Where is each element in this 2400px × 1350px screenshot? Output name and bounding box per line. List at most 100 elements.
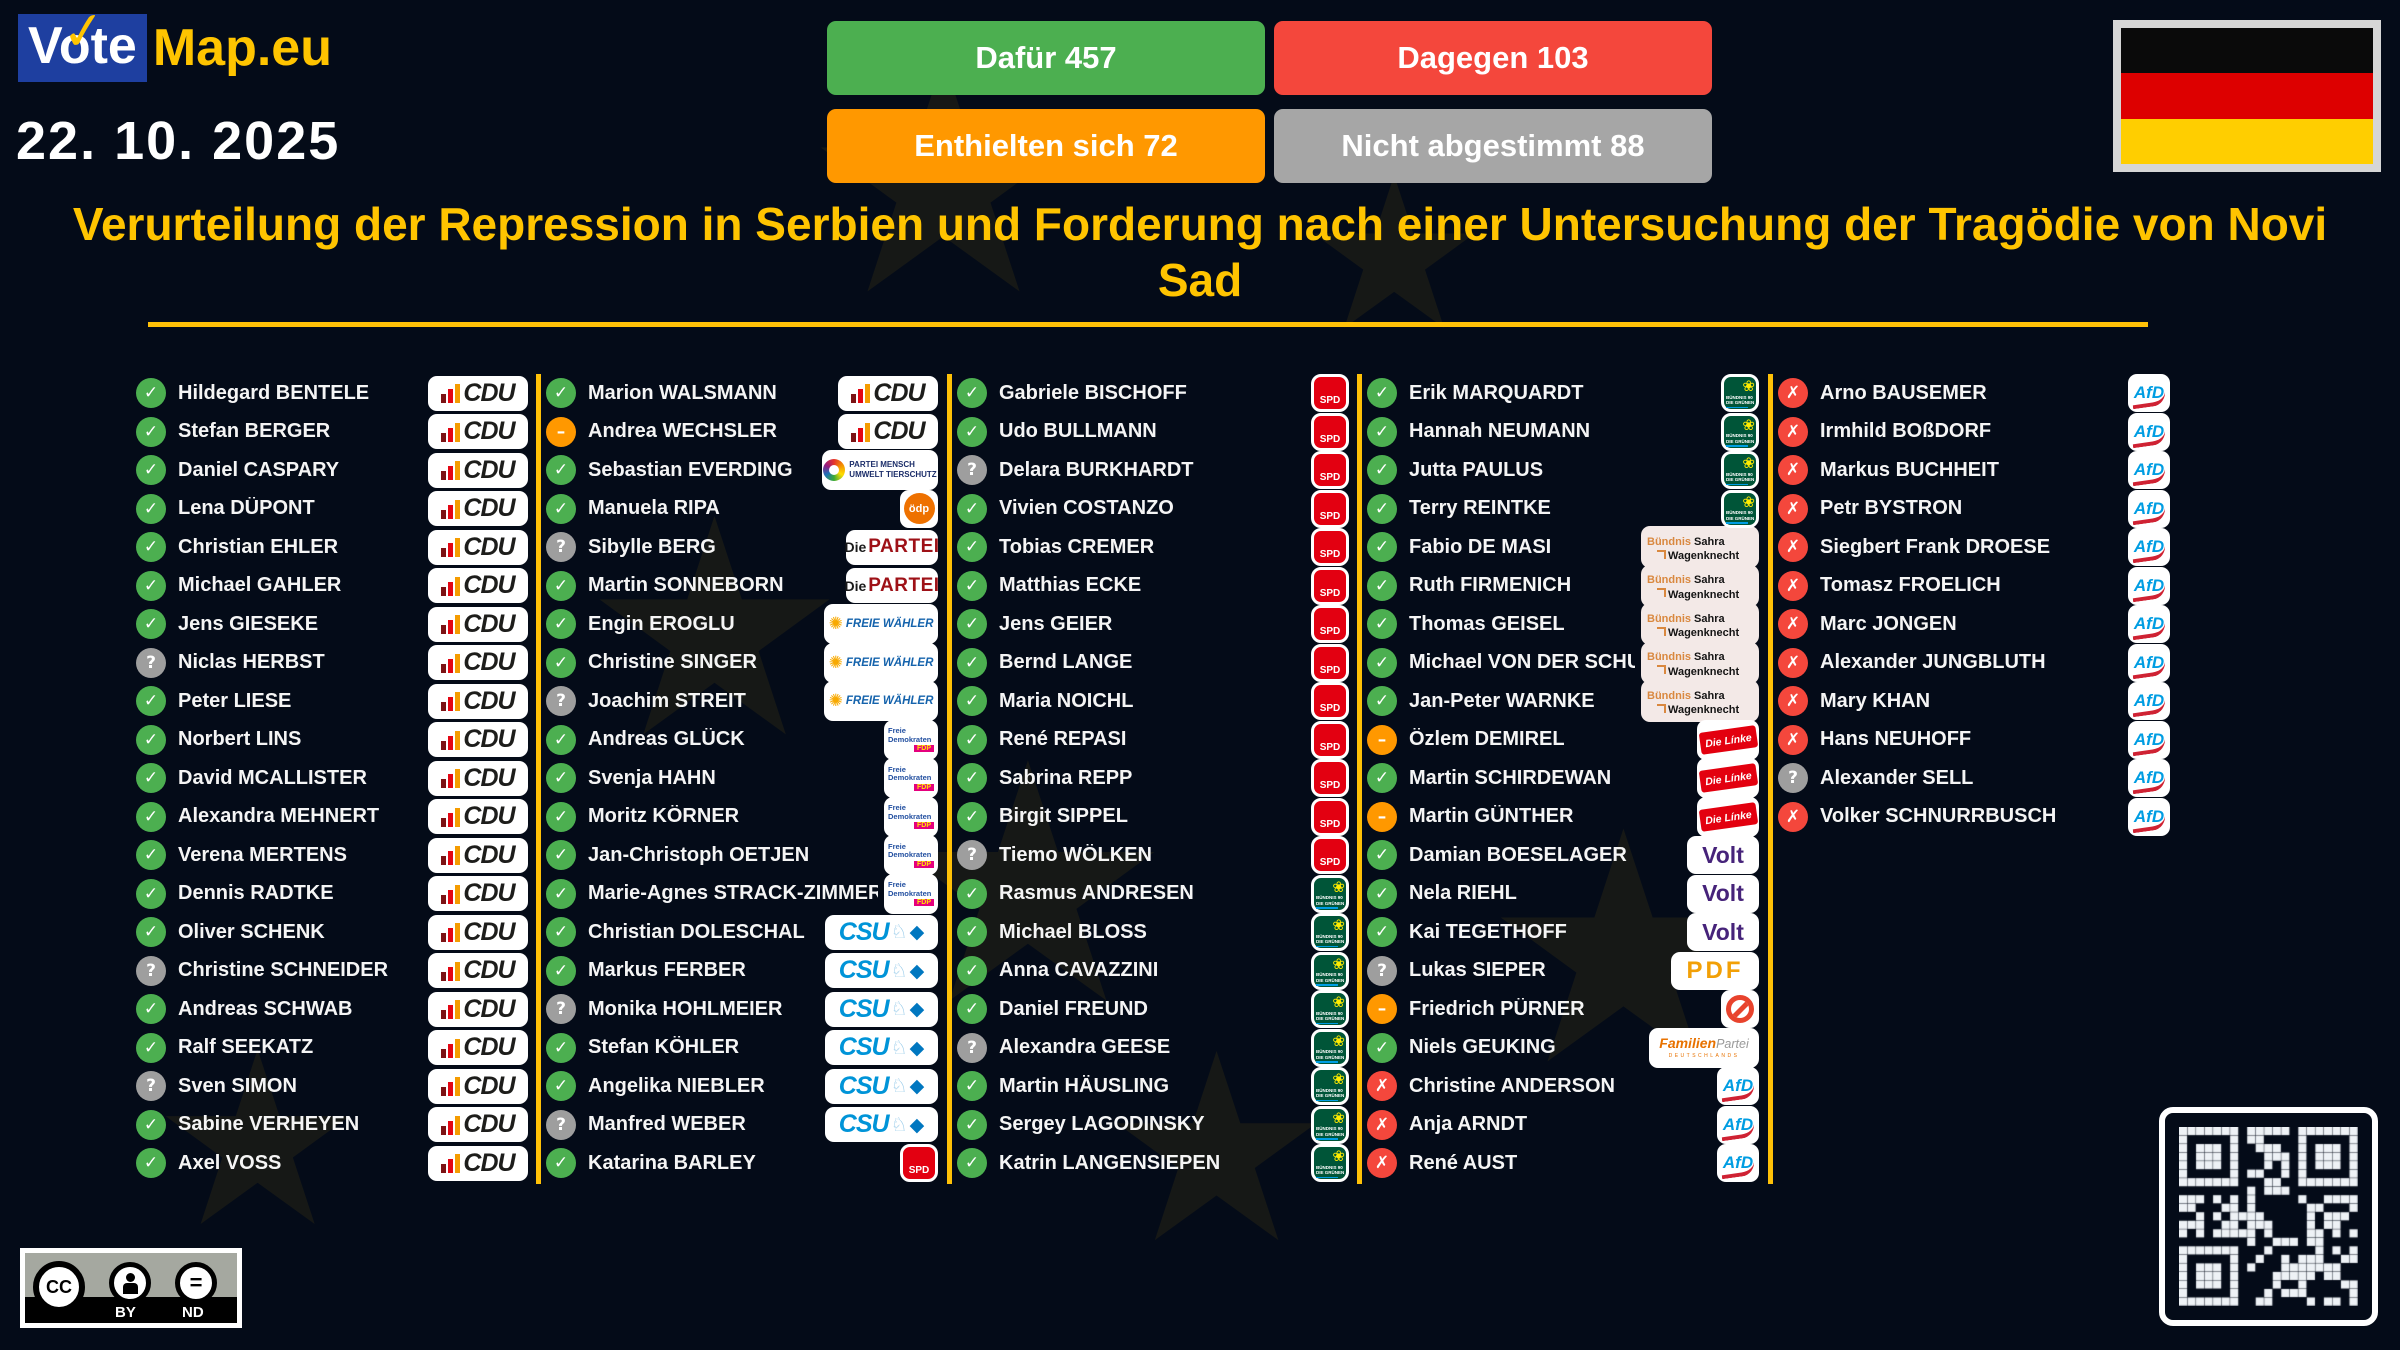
- mep-name: Engin EROGLU: [588, 612, 735, 635]
- party-logo-cdu: CDU: [428, 375, 528, 411]
- cdu-bars-icon: [851, 383, 871, 404]
- sunflower-icon: ❀: [1332, 1031, 1345, 1050]
- vote-yes-icon: ✓: [546, 455, 576, 486]
- vote-yes-icon: ✓: [136, 1109, 166, 1140]
- mep-row: ✓ Birgit SIPPEL SPD: [957, 797, 1349, 837]
- sun-icon: ✺: [828, 691, 843, 712]
- mep-row: ? Delara BURKHARDT SPD: [957, 451, 1349, 490]
- mep-row: ✓ Manuela RIPA ödp: [546, 489, 938, 529]
- mep-column-1: ✓ Hildegard BENTELE CDU ✓ Stefan BERGER CDU ✓ D…: [136, 374, 528, 1183]
- cdu-bars-icon: [441, 884, 461, 904]
- mep-name: Tomasz FROELICH: [1820, 574, 2001, 597]
- bsw-corner-icon: [1657, 703, 1666, 713]
- vote-none-icon: ?: [136, 647, 166, 678]
- mep-name: René REPASI: [999, 728, 1127, 751]
- mep-name: Niclas HERBST: [178, 651, 325, 674]
- bsw-corner-icon: [1657, 549, 1666, 559]
- mep-name: Terry REINTKE: [1409, 497, 1551, 520]
- nicht-abgestimmt-count-button[interactable]: Nicht abgestimmt 88: [1274, 109, 1712, 183]
- vote-no-icon: ✗: [1778, 532, 1808, 563]
- party-logo-spd: SPD: [1311, 566, 1349, 605]
- party-logo-gruene: ❀ BÜNDNIS 90 DIE GRÜNEN: [1311, 951, 1349, 990]
- title-divider: [148, 322, 2148, 327]
- party-logo-afd: AfD: [1717, 1105, 1759, 1144]
- mep-name: Markus FERBER: [588, 959, 746, 982]
- csu-lion-icon: ♘: [890, 998, 908, 1021]
- party-logo-fw: ✺ FREIE WÄHLER: [824, 681, 938, 722]
- mep-row: ✓ Peter LIESE CDU: [136, 682, 528, 721]
- party-logo-cdu: CDU: [428, 722, 528, 758]
- mep-row: ✓ Sabrina REPP SPD: [957, 759, 1349, 798]
- mep-row: ✗ René AUST AfD: [1367, 1144, 1759, 1183]
- prohibition-icon: [1726, 995, 1754, 1024]
- vote-no-icon: ✗: [1778, 609, 1808, 640]
- mep-row: ✓ Christian EHLER CDU: [136, 528, 528, 567]
- mep-name: Martin HÄUSLING: [999, 1074, 1169, 1097]
- party-logo-cdu: CDU: [428, 414, 528, 450]
- vote-yes-icon: ✓: [1367, 917, 1397, 948]
- mep-column-4: ✓ Erik MARQUARDT ❀ BÜNDNIS 90 DIE GRÜNEN ✓ Han…: [1367, 374, 1759, 1183]
- vote-title: Verurteilung der Repression in Serbien u…: [72, 198, 2328, 307]
- mep-row: ? Tiemo WÖLKEN SPD: [957, 836, 1349, 875]
- mep-row: ✓ Matthias ECKE SPD: [957, 566, 1349, 606]
- mep-name: Mary KHAN: [1820, 689, 1931, 712]
- party-logo-afd: AfD: [1717, 1067, 1759, 1106]
- vote-yes-icon: ✓: [957, 532, 987, 563]
- mep-row: ✓ René REPASI SPD: [957, 720, 1349, 760]
- cc-by-person-icon: [109, 1262, 151, 1304]
- vote-yes-icon: ✓: [1367, 647, 1397, 678]
- party-logo-gruene: ❀ BÜNDNIS 90 DIE GRÜNEN: [1311, 990, 1349, 1029]
- cdu-bars-icon: [441, 537, 461, 558]
- dafuer-count-button[interactable]: Dafür 457: [827, 21, 1265, 95]
- mep-name: Christian EHLER: [178, 535, 339, 558]
- vote-yes-icon: ✓: [1367, 878, 1397, 909]
- vote-yes-icon: ✓: [546, 1071, 576, 1102]
- cdu-bars-icon: [441, 499, 461, 519]
- vote-none-icon: ?: [957, 455, 987, 486]
- cdu-bars-icon: [441, 768, 461, 789]
- mep-name: Bernd LANGE: [999, 651, 1133, 674]
- mep-column-2: ✓ Marion WALSMANN CDU – Andrea WECHSLER CDU ✓ S…: [546, 374, 939, 1183]
- party-logo-afd: AfD: [2128, 682, 2170, 721]
- mep-name: Anna CAVAZZINI: [999, 959, 1159, 982]
- dagegen-count-button[interactable]: Dagegen 103: [1274, 21, 1712, 95]
- sunflower-icon: ❀: [1742, 377, 1755, 396]
- mep-row: ✓ Svenja HAHN Freie Demokraten FDP: [546, 758, 938, 799]
- vote-abstain-icon: –: [1367, 994, 1397, 1025]
- enthalten-count-button[interactable]: Enthielten sich 72: [827, 109, 1265, 183]
- mep-row: ✓ Michael VON DER SCHULENBURG Bündnis Sahr…: [1367, 641, 1759, 684]
- mep-name: Jan-Christoph OETJEN: [588, 843, 810, 866]
- party-logo-csu: CSU ♘ ◆: [825, 953, 938, 989]
- mep-name: Michael GAHLER: [178, 574, 342, 597]
- vote-no-icon: ✗: [1778, 455, 1808, 486]
- vote-yes-icon: ✓: [1367, 686, 1397, 717]
- party-logo-cdu: CDU: [428, 914, 528, 950]
- mep-row: ✓ Daniel CASPARY CDU: [136, 451, 528, 490]
- vote-abstain-icon: –: [1367, 801, 1397, 832]
- party-logo-cdu: CDU: [428, 837, 528, 873]
- mep-name: Damian BOESELAGER: [1409, 843, 1627, 866]
- mep-name: Monika HOHLMEIER: [588, 997, 783, 1020]
- csu-diamond-icon: ◆: [909, 1113, 925, 1136]
- mep-name: Volker SCHNURRBUSCH: [1820, 805, 2057, 828]
- mep-name: David MCALLISTER: [178, 766, 367, 789]
- vote-yes-icon: ✓: [546, 570, 576, 601]
- mep-row: ? Joachim STREIT ✺ FREIE WÄHLER: [546, 681, 938, 722]
- party-logo-afd: AfD: [1717, 1144, 1759, 1183]
- csu-diamond-icon: ◆: [909, 921, 925, 944]
- party-logo-fdp: Freie Demokraten FDP: [884, 758, 938, 799]
- vote-yes-icon: ✓: [1367, 416, 1397, 447]
- vote-yes-icon: ✓: [546, 1032, 576, 1063]
- vote-none-icon: ?: [546, 532, 576, 563]
- party-logo-gruene: ❀ BÜNDNIS 90 DIE GRÜNEN: [1721, 451, 1759, 490]
- mep-row: – Martin GÜNTHER Die Línke: [1367, 796, 1759, 837]
- party-logo-afd: AfD: [2128, 412, 2170, 451]
- mep-name: Verena MERTENS: [178, 843, 347, 866]
- vote-yes-icon: ✓: [957, 994, 987, 1025]
- license-by-label: BY: [115, 1304, 136, 1321]
- mep-row: ✗ Tomasz FROELICH AfD: [1778, 566, 2170, 606]
- mep-name: Alexander JUNGBLUTH: [1820, 651, 2046, 674]
- mep-row: ✗ Markus BUCHHEIT AfD: [1778, 451, 2170, 490]
- mep-row: ✓ Udo BULLMANN SPD: [957, 412, 1349, 452]
- bsw-corner-icon: [1657, 665, 1666, 675]
